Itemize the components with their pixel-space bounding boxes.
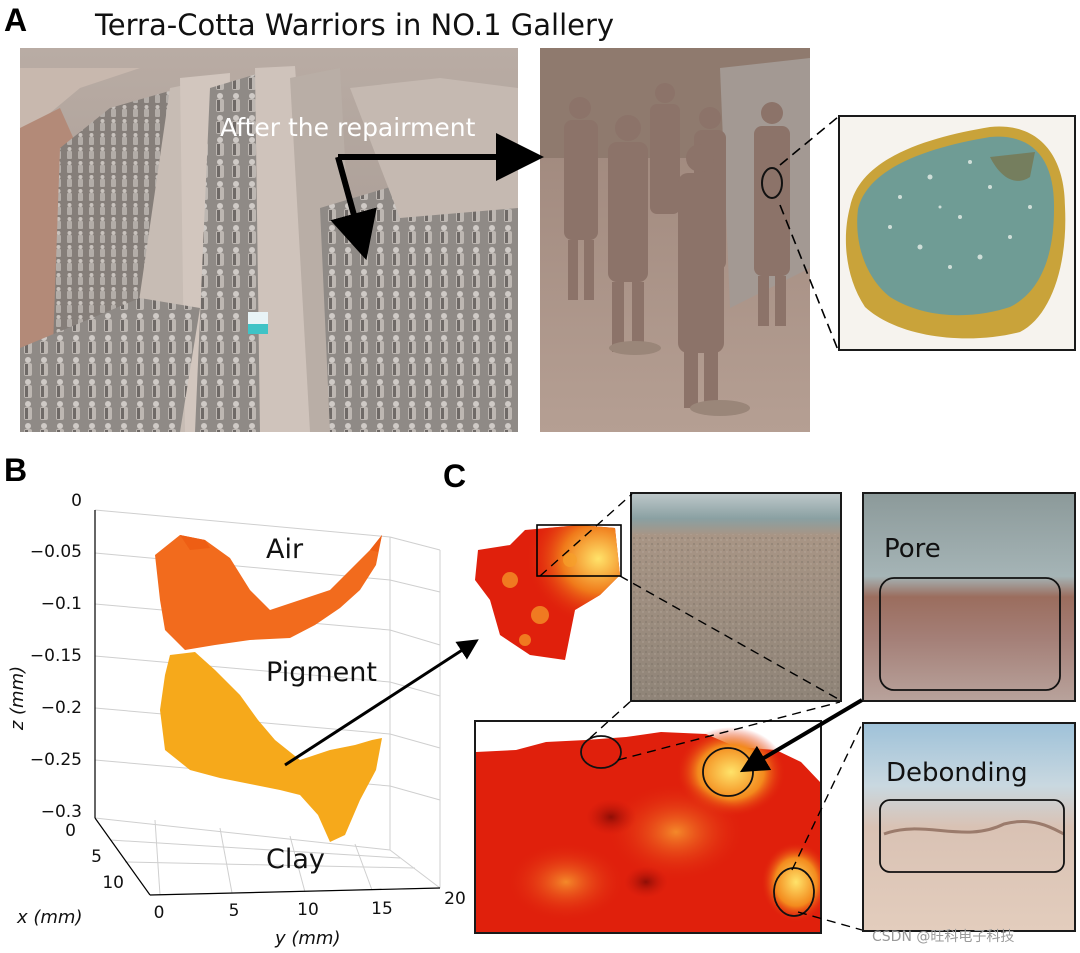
watermark: CSDN @旺科电子科技 (872, 929, 1015, 945)
air-layer-label: Air (266, 534, 304, 565)
zoom-photo-surface (630, 492, 842, 702)
x-tick-2: 10 (102, 873, 124, 893)
point-cloud-3d-plot: Air Pigment Clay 0 −0.05 −0.1 −0.15 −0.2… (7, 491, 466, 949)
pigment-layer-label: Pigment (266, 657, 377, 688)
zoom-photo-pore (862, 492, 1076, 702)
panel-a-title: Terra-Cotta Warriors in NO.1 Gallery (95, 8, 615, 42)
z-tick-5: −0.25 (30, 750, 82, 770)
y-tick-0: 0 (154, 903, 165, 923)
heatmap-detail (474, 720, 822, 934)
heatmap-overview (475, 524, 622, 660)
panel-b-letter: B (4, 452, 28, 488)
y-tick-3: 15 (371, 899, 393, 919)
zoom-line-bottom (779, 204, 839, 351)
zoom-line-surface-a (589, 699, 633, 739)
arrow-to-trench (330, 156, 377, 261)
zoom-line-debonding-top (791, 723, 863, 871)
y-axis-label: y (mm) (274, 928, 341, 949)
arrow-label-repairment: After the repairment (220, 113, 476, 142)
air-layer (155, 535, 382, 650)
z-tick-0: 0 (71, 491, 82, 511)
pore-label: Pore (884, 534, 941, 564)
z-tick-1: −0.05 (30, 542, 82, 562)
arrow-pigment-to-heatmap (284, 639, 479, 767)
x-tick-0: 0 (65, 821, 76, 841)
zoom-line-debonding-bottom (797, 911, 863, 931)
panel-a-letter: A (4, 2, 28, 38)
panel-a-overlay (330, 116, 839, 351)
debonding-label: Debonding (886, 758, 1028, 788)
z-axis-label: z (mm) (7, 666, 28, 731)
pigment-fragment-photo (838, 115, 1076, 351)
gallery-photo (20, 48, 518, 432)
panel-c-letter: C (443, 458, 467, 494)
zoom-line-surface-b (617, 701, 841, 761)
arrow-to-pore (739, 698, 864, 773)
pigment-layer (160, 652, 382, 842)
y-tick-2: 10 (297, 900, 319, 920)
y-tick-4: 20 (444, 889, 466, 909)
zoom-line-top (779, 116, 839, 166)
x-axis-label: x (mm) (16, 907, 83, 928)
clay-layer-label: Clay (266, 844, 325, 875)
zoom-line-heatmap-bottom (619, 575, 841, 701)
zoom-photo-debonding (862, 722, 1076, 932)
z-tick-2: −0.1 (41, 594, 82, 614)
z-tick-4: −0.2 (41, 698, 82, 718)
y-tick-1: 5 (229, 901, 240, 921)
x-tick-1: 5 (91, 847, 102, 867)
z-tick-3: −0.15 (30, 646, 82, 666)
z-tick-6: −0.3 (41, 802, 82, 822)
zoom-line-heatmap-top (539, 493, 633, 577)
